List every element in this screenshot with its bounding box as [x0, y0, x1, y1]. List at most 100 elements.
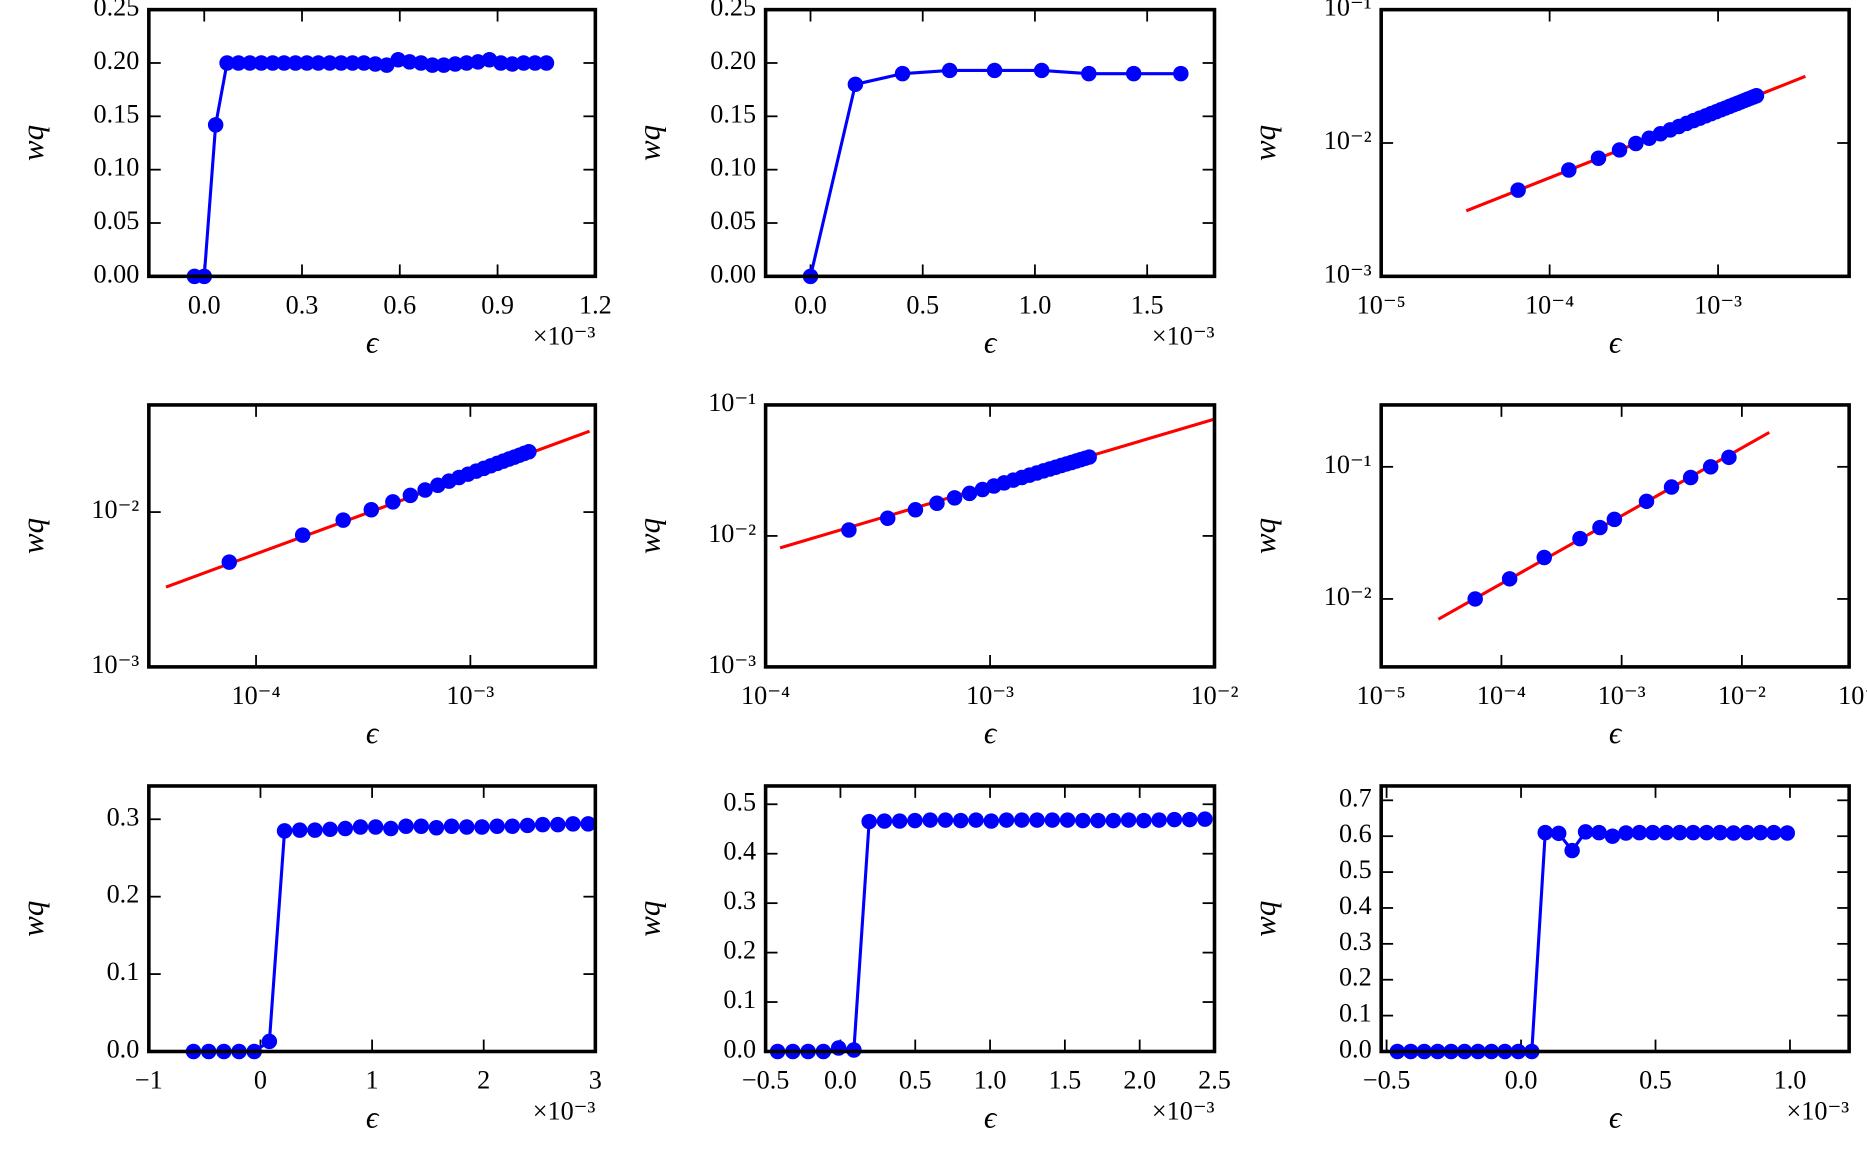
x-tick-label: 0.6	[383, 290, 416, 319]
y-tick-label: 0.0	[1339, 1035, 1372, 1064]
axes-frame	[147, 403, 598, 669]
data-point	[565, 816, 581, 832]
data-point	[287, 55, 304, 71]
data-point	[322, 821, 338, 838]
y-tick-label: 0.0	[723, 1035, 756, 1064]
x-axis-label: ϵ	[1609, 1100, 1623, 1135]
y-tick-label: 10⁻²	[91, 495, 139, 524]
data-point	[1591, 824, 1607, 841]
data-point	[1645, 824, 1661, 841]
data-point	[929, 495, 945, 511]
y-tick-label: 0.3	[107, 802, 140, 831]
data-point	[333, 55, 349, 71]
data-point	[1698, 824, 1715, 841]
y-tick-label: 0.5	[723, 787, 756, 816]
data-point	[580, 816, 596, 832]
y-tick-label: 0.25	[710, 0, 756, 22]
data-point	[986, 62, 1003, 79]
x-tick-label: 1.0	[974, 1065, 1007, 1094]
data-point	[1592, 519, 1608, 536]
data-point	[1075, 812, 1091, 829]
data-point	[1671, 824, 1688, 841]
data-point	[447, 56, 463, 72]
data-point	[907, 502, 924, 518]
data-point	[1029, 812, 1045, 828]
x-tick-label: 0	[254, 1065, 267, 1094]
y-tick-label: 0.2	[723, 936, 756, 965]
y-tick-label: 0.7	[1339, 783, 1372, 812]
x-axis-label: ϵ	[1609, 325, 1623, 360]
axes-frame	[763, 403, 1217, 669]
x-axis-label: ϵ	[366, 1100, 380, 1135]
data-point	[941, 62, 958, 79]
data-point	[292, 822, 308, 838]
data-point	[493, 55, 509, 71]
x-tick-label: 0.5	[906, 290, 939, 319]
data-point	[1173, 65, 1189, 82]
data-point	[1631, 824, 1648, 841]
data-point	[398, 818, 414, 834]
data-point	[946, 490, 963, 506]
data-point	[230, 55, 247, 71]
x-tick-label: 10⁻⁴	[1477, 681, 1526, 710]
y-tick-label: 0.1	[1339, 999, 1372, 1028]
data-point	[504, 818, 521, 834]
data-point	[1014, 812, 1030, 828]
data-point	[876, 813, 893, 829]
y-tick-label: 10⁻¹	[1324, 450, 1372, 479]
x-tick-label: 0.9	[481, 290, 514, 319]
y-axis-label: wq	[632, 518, 667, 554]
data-point	[459, 819, 475, 835]
axes-frame	[1379, 403, 1851, 669]
data-point	[253, 55, 270, 71]
data-point	[1120, 812, 1137, 828]
data-point	[1658, 824, 1675, 841]
x-tick-label: −0.5	[1363, 1065, 1411, 1094]
data-point	[221, 554, 238, 570]
data-point	[367, 56, 384, 72]
x-tick-label: 10⁻⁵	[1357, 681, 1406, 710]
series-line	[1397, 830, 1788, 1054]
x-tick-label: 10⁻³	[1598, 681, 1646, 710]
x-axis-label: ϵ	[984, 1100, 998, 1135]
y-tick-label: 0.0	[107, 1035, 140, 1064]
data-point	[356, 55, 372, 71]
data-point	[294, 527, 311, 543]
data-point	[352, 819, 369, 835]
data-point	[1702, 459, 1719, 475]
x-tick-label: 10⁻⁴	[741, 681, 790, 710]
y-axis-label: wq	[632, 125, 667, 161]
data-point	[1606, 511, 1623, 528]
data-point	[335, 512, 351, 528]
data-point	[1197, 811, 1213, 827]
data-point	[443, 818, 460, 834]
y-tick-label: 10⁻²	[1324, 582, 1372, 611]
axes-frame	[1379, 7, 1851, 279]
x-tick-label: 0.5	[1639, 1065, 1672, 1094]
y-tick-label: 0.00	[93, 259, 139, 288]
x-tick-label: 2	[477, 1065, 490, 1094]
data-point	[363, 502, 380, 518]
data-point	[1033, 62, 1050, 79]
data-point	[519, 817, 536, 834]
x-offset-label: ×10⁻³	[1152, 321, 1215, 350]
data-point	[413, 818, 429, 834]
data-point	[538, 55, 555, 71]
data-point	[1721, 449, 1737, 466]
data-point	[1682, 469, 1699, 486]
data-point	[983, 813, 999, 829]
y-tick-label: 10⁻¹	[708, 388, 756, 417]
data-point	[276, 55, 292, 71]
x-offset-label: ×10⁻³	[1786, 1096, 1849, 1125]
x-tick-label: 1.0	[1019, 290, 1052, 319]
x-tick-label: 10⁻³	[966, 681, 1014, 710]
y-axis-label: wq	[15, 518, 50, 554]
x-tick-label: −0.5	[742, 1065, 790, 1094]
data-point	[1136, 812, 1152, 829]
y-tick-label: 10⁻²	[1324, 126, 1372, 155]
data-point	[1779, 825, 1796, 841]
x-axis-label: ϵ	[366, 715, 380, 750]
data-point	[1561, 162, 1577, 178]
x-offset-label: ×10⁻³	[533, 1096, 596, 1125]
data-point	[310, 55, 327, 71]
